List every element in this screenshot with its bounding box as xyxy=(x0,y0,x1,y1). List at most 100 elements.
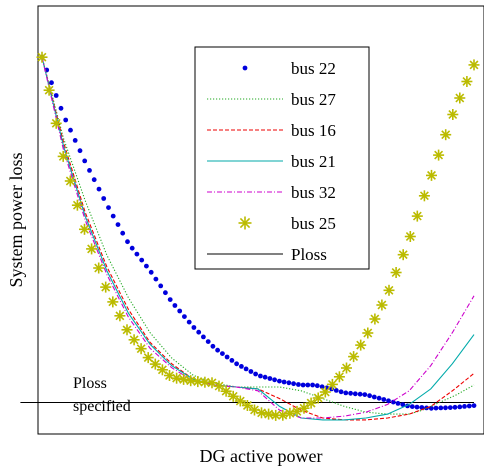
point-bus-22 xyxy=(134,251,140,257)
line-bus-32 xyxy=(41,57,475,419)
point-bus-22 xyxy=(457,404,463,410)
point-bus-25 xyxy=(220,385,232,397)
point-bus-22 xyxy=(338,389,344,395)
point-bus-22 xyxy=(248,369,254,374)
point-bus-22 xyxy=(72,138,78,143)
point-bus-25 xyxy=(241,400,253,411)
point-bus-22 xyxy=(77,148,83,154)
point-bus-25 xyxy=(192,376,204,388)
point-bus-22 xyxy=(447,405,453,410)
point-bus-22 xyxy=(177,308,183,314)
point-bus-22 xyxy=(163,290,168,296)
point-bus-22 xyxy=(300,382,306,388)
point-bus-25 xyxy=(57,150,69,162)
legend-item-bus-32: bus 32 xyxy=(207,183,336,202)
point-bus-25 xyxy=(383,284,395,296)
y-axis-label: System power loss xyxy=(6,153,26,288)
legend-item-bus-21: bus 21 xyxy=(207,152,336,171)
point-bus-25 xyxy=(404,231,416,242)
point-bus-25 xyxy=(284,407,296,419)
series-layer xyxy=(20,51,480,421)
legend-label-bus-16: bus 16 xyxy=(291,121,336,140)
point-bus-25 xyxy=(298,402,310,414)
annotation-ploss: Ploss xyxy=(73,375,107,392)
point-bus-22 xyxy=(386,398,391,404)
point-bus-25 xyxy=(397,249,409,261)
point-bus-22 xyxy=(201,334,206,340)
point-bus-22 xyxy=(310,382,315,388)
point-bus-22 xyxy=(277,378,282,384)
point-bus-25 xyxy=(461,76,473,87)
point-bus-22 xyxy=(253,371,258,377)
point-bus-25 xyxy=(348,351,360,363)
point-bus-22 xyxy=(220,351,225,356)
point-bus-22 xyxy=(357,391,363,397)
legend-item-ploss: Ploss xyxy=(207,245,327,264)
point-bus-22 xyxy=(462,404,467,409)
point-bus-22 xyxy=(291,381,296,387)
legend-label-bus-25: bus 25 xyxy=(291,214,336,233)
legend-marker-bus-25 xyxy=(238,216,252,230)
point-bus-22 xyxy=(239,364,244,369)
point-bus-22 xyxy=(68,127,73,133)
point-bus-22 xyxy=(362,392,368,397)
legend-item-bus-16: bus 16 xyxy=(207,121,336,140)
point-bus-25 xyxy=(213,380,225,392)
point-bus-22 xyxy=(110,213,116,219)
point-bus-22 xyxy=(87,168,92,173)
point-bus-22 xyxy=(333,388,339,393)
point-bus-22 xyxy=(158,283,164,289)
point-bus-22 xyxy=(367,393,372,399)
point-bus-22 xyxy=(120,230,126,236)
point-bus-25 xyxy=(114,310,126,322)
point-bus-22 xyxy=(210,343,216,349)
point-bus-25 xyxy=(100,281,112,293)
point-bus-22 xyxy=(286,380,292,386)
point-bus-25 xyxy=(433,149,445,161)
series-bus-21 xyxy=(41,57,475,421)
point-bus-25 xyxy=(107,296,119,308)
point-bus-22 xyxy=(466,403,472,409)
point-bus-22 xyxy=(296,382,301,387)
x-axis-label: DG active power xyxy=(200,446,323,466)
point-bus-22 xyxy=(390,399,396,405)
point-bus-22 xyxy=(414,404,420,410)
point-bus-22 xyxy=(409,404,415,409)
point-bus-22 xyxy=(129,245,135,251)
point-bus-22 xyxy=(352,391,358,397)
point-bus-22 xyxy=(424,405,429,411)
legend-item-bus-25: bus 25 xyxy=(238,214,336,233)
point-bus-22 xyxy=(234,361,240,367)
point-bus-22 xyxy=(348,390,353,396)
line-bus-21 xyxy=(41,57,475,421)
point-bus-22 xyxy=(49,80,54,86)
point-bus-25 xyxy=(447,109,459,120)
point-bus-22 xyxy=(400,402,406,407)
point-bus-22 xyxy=(101,196,107,201)
point-bus-22 xyxy=(82,158,88,164)
plot-frame xyxy=(37,5,484,435)
point-bus-25 xyxy=(93,262,105,274)
point-bus-22 xyxy=(205,339,211,344)
point-bus-25 xyxy=(312,392,324,404)
point-bus-22 xyxy=(471,403,477,408)
point-bus-25 xyxy=(362,327,374,339)
point-bus-25 xyxy=(454,92,466,104)
point-bus-25 xyxy=(418,190,430,202)
point-bus-22 xyxy=(267,376,273,381)
point-bus-22 xyxy=(144,263,149,269)
point-bus-22 xyxy=(281,379,287,385)
point-bus-22 xyxy=(433,405,439,411)
legend-label-ploss: Ploss xyxy=(291,245,327,264)
point-bus-25 xyxy=(142,352,154,364)
legend-label-bus-22: bus 22 xyxy=(291,59,336,78)
point-bus-25 xyxy=(326,378,338,390)
point-bus-25 xyxy=(135,343,147,355)
point-bus-25 xyxy=(355,339,367,351)
point-bus-22 xyxy=(272,377,277,383)
point-bus-25 xyxy=(305,397,317,409)
legend-entries: bus 22 bus 27 bus 16 bus 21 bus 32 bus 25 Plos… xyxy=(207,59,336,264)
point-bus-22 xyxy=(395,401,401,406)
point-bus-22 xyxy=(167,297,173,302)
point-bus-25 xyxy=(178,373,190,385)
